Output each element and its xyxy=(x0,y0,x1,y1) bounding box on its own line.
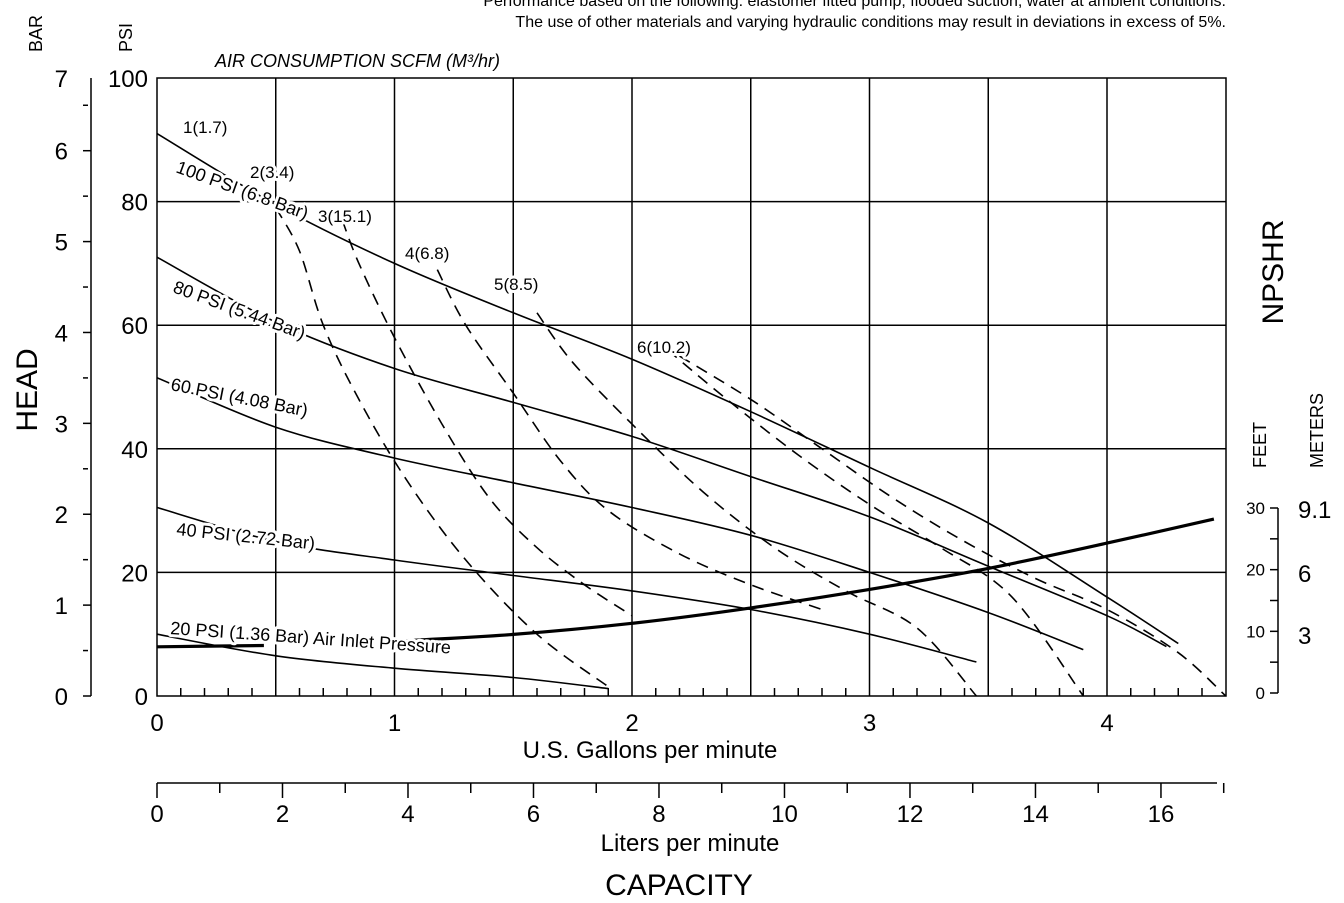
npshr-meter-tick-1: 6 xyxy=(1298,561,1311,588)
air-consumption-label: AIR CONSUMPTION SCFM (M³/hr) xyxy=(214,51,500,71)
pressure-curve-3 xyxy=(156,506,977,663)
npshr-feet-label: FEET xyxy=(1250,422,1270,468)
x2-tick-7: 14 xyxy=(1022,801,1049,828)
capacity-label: CAPACITY xyxy=(605,869,753,902)
x2-tick-4: 8 xyxy=(652,801,665,828)
y-psi-tick-5: 100 xyxy=(108,66,148,93)
x2-tick-1: 2 xyxy=(276,801,289,828)
air-curve-7 xyxy=(436,269,823,611)
y-bar-tick-5: 5 xyxy=(55,230,68,257)
npshr-curve-part-2 xyxy=(406,517,1215,643)
npshr-curve-part-1 xyxy=(156,643,264,649)
x2-tick-2: 4 xyxy=(401,801,414,828)
y-bar-tick-2: 2 xyxy=(55,502,68,529)
air-curve-8 xyxy=(536,312,978,697)
y-bar-tick-7: 7 xyxy=(55,66,68,93)
series-label-10: 6(10.2) xyxy=(637,338,691,357)
npshr-feet-tick-1: 10 xyxy=(1246,622,1265,641)
chart-labels: 100 PSI (6.8 Bar)80 PSI (5.44 Bar)60 PSI… xyxy=(166,115,694,661)
pressure-curve-0 xyxy=(156,132,1179,645)
psi-unit-label: PSI xyxy=(116,23,136,52)
series-label-3: 40 PSI (2.72 Bar) xyxy=(176,519,316,553)
npshr-meters-label: METERS xyxy=(1307,393,1327,468)
series-label-5: 1(1.7) xyxy=(183,118,227,137)
x-tick-4: 4 xyxy=(1100,710,1113,737)
note-line-2: The use of other materials and varying h… xyxy=(515,14,1226,31)
y-psi-tick-2: 40 xyxy=(121,437,148,464)
y-psi-tick-3: 60 xyxy=(121,313,148,340)
bar-unit-label: BAR xyxy=(26,15,46,52)
x-tick-0: 0 xyxy=(150,710,163,737)
series-label-1: 80 PSI (5.44 Bar) xyxy=(171,277,309,343)
x2-tick-0: 0 xyxy=(150,801,163,828)
y-psi-tick-1: 20 xyxy=(121,560,148,587)
x-axis-label: U.S. Gallons per minute xyxy=(523,737,778,764)
note-line-1: Performance based on the following: elas… xyxy=(483,0,1226,10)
y-bar-tick-0: 0 xyxy=(55,684,68,711)
y-bar-tick-6: 6 xyxy=(55,139,68,166)
pressure-curve-1 xyxy=(156,256,1167,648)
npshr-meter-tick-0: 3 xyxy=(1298,623,1311,650)
series-label-8: 4(6.8) xyxy=(405,244,449,263)
npshr-feet-tick-3: 30 xyxy=(1246,499,1265,518)
air-curve-6 xyxy=(341,219,633,617)
x2-axis-label: Liters per minute xyxy=(601,830,780,857)
series-label-9: 5(8.5) xyxy=(494,275,538,294)
npshr-feet-tick-2: 20 xyxy=(1246,561,1265,580)
npshr-feet-tick-0: 0 xyxy=(1256,684,1265,703)
x-tick-1: 1 xyxy=(388,710,401,737)
chart-curves xyxy=(156,132,1227,697)
series-label-7: 3(15.1) xyxy=(318,207,372,226)
x2-tick-3: 6 xyxy=(527,801,540,828)
pressure-curve-4 xyxy=(156,633,609,690)
y-bar-tick-4: 4 xyxy=(55,320,68,347)
x-tick-2: 2 xyxy=(625,710,638,737)
x-tick-3: 3 xyxy=(863,710,876,737)
head-label: HEAD xyxy=(11,348,44,431)
x2-tick-5: 10 xyxy=(771,801,798,828)
series-label-6: 2(3.4) xyxy=(250,163,294,182)
npshr-label: NPSHR xyxy=(1257,219,1290,324)
air-curve-10 xyxy=(679,355,1227,697)
y-psi-tick-4: 80 xyxy=(121,190,148,217)
plot-frame xyxy=(156,77,1227,697)
y-psi-tick-0: 0 xyxy=(135,684,148,711)
y-bar-tick-3: 3 xyxy=(55,411,68,438)
x2-tick-6: 12 xyxy=(897,801,924,828)
y-bar-tick-1: 1 xyxy=(55,593,68,620)
chart-grid xyxy=(156,77,1227,697)
x2-tick-8: 16 xyxy=(1148,801,1175,828)
pressure-curve-2 xyxy=(156,376,1084,651)
air-curve-5 xyxy=(275,207,609,688)
series-label-4: 20 PSI (1.36 Bar) Air Inlet Pressure xyxy=(170,618,452,658)
npshr-meter-tick-2: 9.1 xyxy=(1298,497,1331,524)
air-curve-9 xyxy=(667,349,1084,697)
